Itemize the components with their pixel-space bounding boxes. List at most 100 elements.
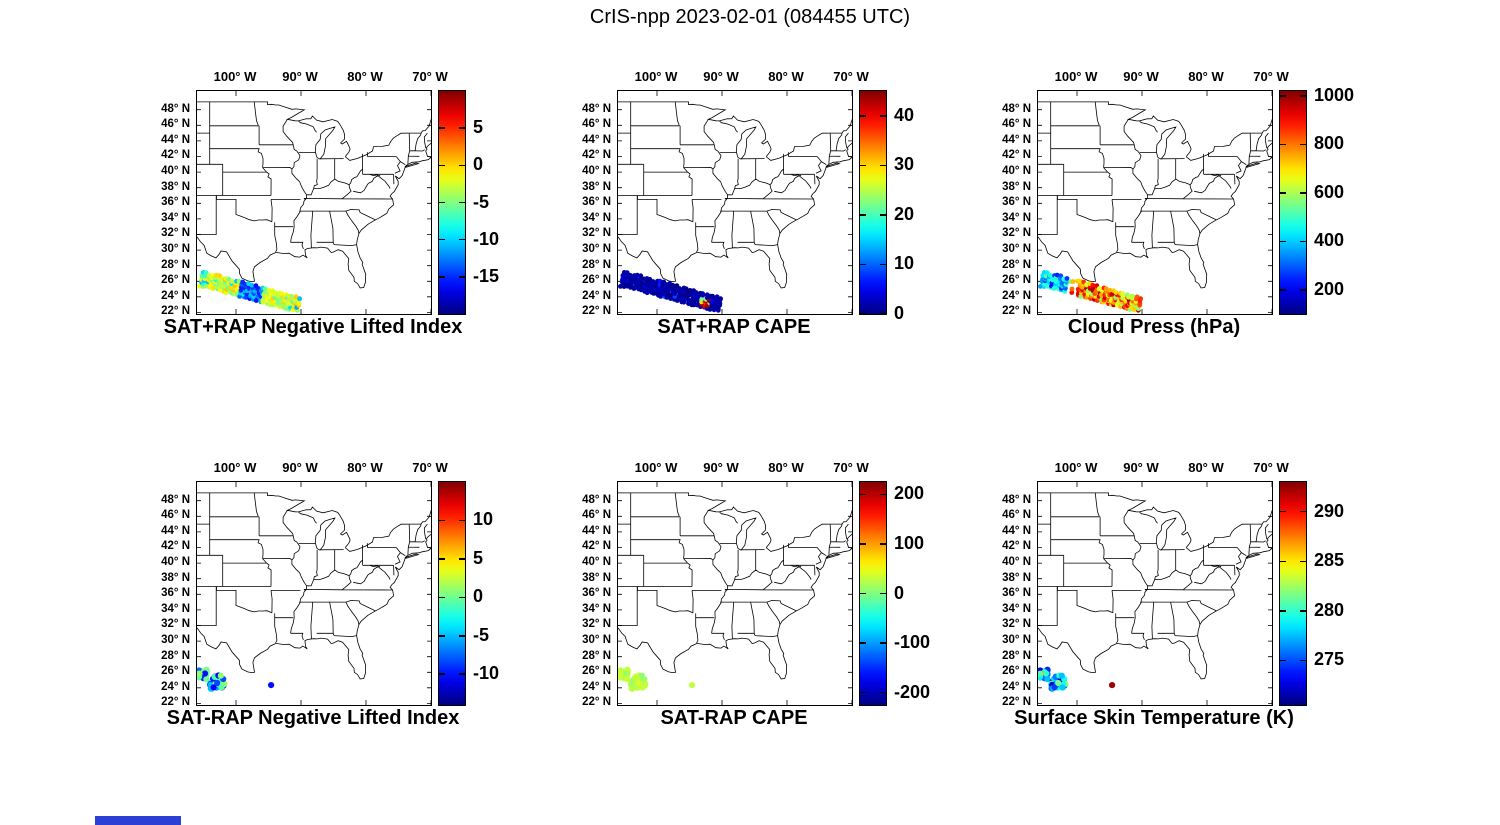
colorbar-tick-mark	[880, 164, 886, 167]
axis-ticks	[618, 482, 852, 705]
lat-tick-label: 24° N	[1002, 289, 1031, 302]
map-plot	[1037, 481, 1273, 706]
cropped-blue-artifact	[95, 816, 181, 825]
lat-tick-label: 34° N	[1002, 211, 1031, 224]
map-plot	[617, 481, 853, 706]
colorbar-tick-mark	[1300, 95, 1306, 97]
us-states-map	[197, 482, 431, 705]
lon-tick-label: 70° W	[412, 69, 448, 84]
colorbar-tick-label: 200	[1314, 278, 1345, 299]
colorbar-tick-label: 10	[473, 509, 494, 530]
scatter-points	[197, 270, 302, 313]
colorbar-tick-mark	[1280, 510, 1286, 513]
colorbar-tick-label: 5	[473, 547, 484, 568]
colorbar-tick-mark	[459, 558, 465, 560]
panel-title: SAT-RAP CAPE	[660, 707, 808, 729]
lon-tick-label: 80° W	[1188, 69, 1224, 84]
colorbar-tick-label: 0	[473, 154, 484, 175]
lon-tick-label: 80° W	[347, 69, 383, 84]
lon-tick-label: 70° W	[1253, 69, 1289, 84]
colorbar-tick-mark	[1280, 143, 1286, 146]
figure-title: CrIS-npp 2023-02-01 (084455 UTC)	[589, 6, 911, 28]
lat-tick-label: 36° N	[1002, 196, 1031, 209]
lat-tick-label: 48° N	[582, 102, 611, 115]
panel-sat-plus-rap-negative-lifted-index: SAT+RAP Negative Lifted Index 100° W 90° …	[100, 64, 530, 354]
colorbar-tick-mark	[1300, 560, 1306, 563]
colorbar-tick-mark	[860, 642, 866, 644]
colorbar-tick-mark	[1280, 95, 1286, 97]
colorbar-tick-mark	[439, 201, 445, 204]
panel-title: Cloud Press (hPa)	[1067, 316, 1241, 338]
map-plot	[1037, 90, 1273, 315]
lat-tick-label: 38° N	[582, 571, 611, 584]
colorbar-tick-mark	[459, 164, 465, 167]
colorbar-tick-mark	[1280, 659, 1286, 662]
lon-tick-label: 70° W	[833, 460, 869, 475]
lat-tick-label: 26° N	[1002, 274, 1031, 287]
state-boundaries	[618, 492, 852, 680]
colorbar-tick-mark	[880, 115, 886, 117]
lat-tick-label: 44° N	[1002, 524, 1031, 537]
colorbar-tick-mark	[860, 312, 866, 314]
colorbar-tick-label: -5	[473, 191, 490, 212]
colorbar-tick-mark	[880, 642, 886, 644]
colorbar-tick-label: 600	[1314, 181, 1345, 202]
state-boundaries	[197, 492, 431, 680]
lat-tick-label: 42° N	[1002, 540, 1031, 553]
lat-tick-label: 44° N	[1002, 133, 1031, 146]
lat-tick-label: 30° N	[582, 243, 611, 256]
axis-ticks	[197, 482, 431, 705]
lat-tick-label: 30° N	[1002, 243, 1031, 256]
colorbar-tick-mark	[459, 673, 465, 675]
lon-tick-label: 80° W	[1188, 460, 1224, 475]
lon-tick-label: 90° W	[703, 460, 739, 475]
lon-tick-label: 100° W	[213, 460, 257, 475]
lat-tick-label: 44° N	[582, 133, 611, 146]
lat-tick-label: 46° N	[161, 118, 190, 131]
lat-tick-label: 24° N	[582, 289, 611, 302]
lat-tick-label: 28° N	[582, 258, 611, 271]
colorbar-tick-mark	[860, 691, 866, 694]
colorbar-tick-mark	[439, 635, 445, 637]
axis-ticks	[1038, 482, 1272, 705]
colorbar-tick-mark	[1300, 610, 1306, 612]
colorbar-tick-label: -10	[473, 663, 500, 684]
colorbar-tick-label: -10	[473, 228, 500, 249]
lat-tick-label: 46° N	[1002, 509, 1031, 522]
lat-tick-label: 46° N	[582, 509, 611, 522]
lat-tick-label: 30° N	[161, 243, 190, 256]
colorbar-tick-mark	[1280, 240, 1286, 243]
lat-tick-label: 38° N	[161, 571, 190, 584]
lat-tick-label: 24° N	[1002, 680, 1031, 693]
colorbar-tick-mark	[860, 214, 866, 216]
colorbar-tick-mark	[439, 276, 445, 278]
lat-tick-label: 40° N	[582, 165, 611, 178]
lat-tick-label: 22° N	[161, 305, 190, 318]
lon-tick-label: 80° W	[347, 460, 383, 475]
lat-tick-label: 32° N	[1002, 618, 1031, 631]
colorbar-tick-mark	[459, 519, 465, 522]
colorbar-tick-label: 1000	[1314, 84, 1355, 105]
lat-tick-label: 28° N	[161, 258, 190, 271]
colorbar-tick-label: -15	[473, 265, 500, 286]
lat-tick-label: 38° N	[582, 180, 611, 193]
colorbar-tick-label: 0	[473, 586, 484, 607]
colorbar-tick-label: 800	[1314, 133, 1345, 154]
colorbar-tick-label: 5	[473, 117, 484, 138]
colorbar-tick-label: 30	[894, 154, 915, 175]
colorbar-tick-mark	[880, 493, 886, 496]
scatter-outlier-point	[268, 682, 275, 689]
colorbar-tick-label: 10	[894, 253, 915, 274]
colorbar	[859, 481, 887, 706]
axis-ticks	[1038, 91, 1272, 314]
lon-tick-label: 90° W	[1123, 69, 1159, 84]
lat-tick-label: 34° N	[161, 211, 190, 224]
lat-tick-label: 30° N	[1002, 634, 1031, 647]
lon-tick-label: 70° W	[833, 69, 869, 84]
lat-tick-label: 26° N	[161, 665, 190, 678]
colorbar-tick-mark	[1300, 659, 1306, 662]
lat-tick-label: 36° N	[582, 196, 611, 209]
lat-tick-label: 22° N	[582, 696, 611, 709]
colorbar-tick-mark	[459, 238, 465, 241]
lat-tick-label: 40° N	[1002, 165, 1031, 178]
